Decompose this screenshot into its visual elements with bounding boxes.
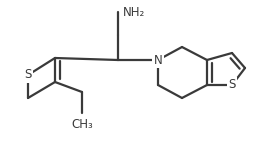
Text: S: S xyxy=(228,79,236,91)
Text: N: N xyxy=(154,54,162,67)
Text: S: S xyxy=(24,69,32,82)
Text: CH₃: CH₃ xyxy=(71,118,93,131)
Text: NH₂: NH₂ xyxy=(123,6,145,18)
